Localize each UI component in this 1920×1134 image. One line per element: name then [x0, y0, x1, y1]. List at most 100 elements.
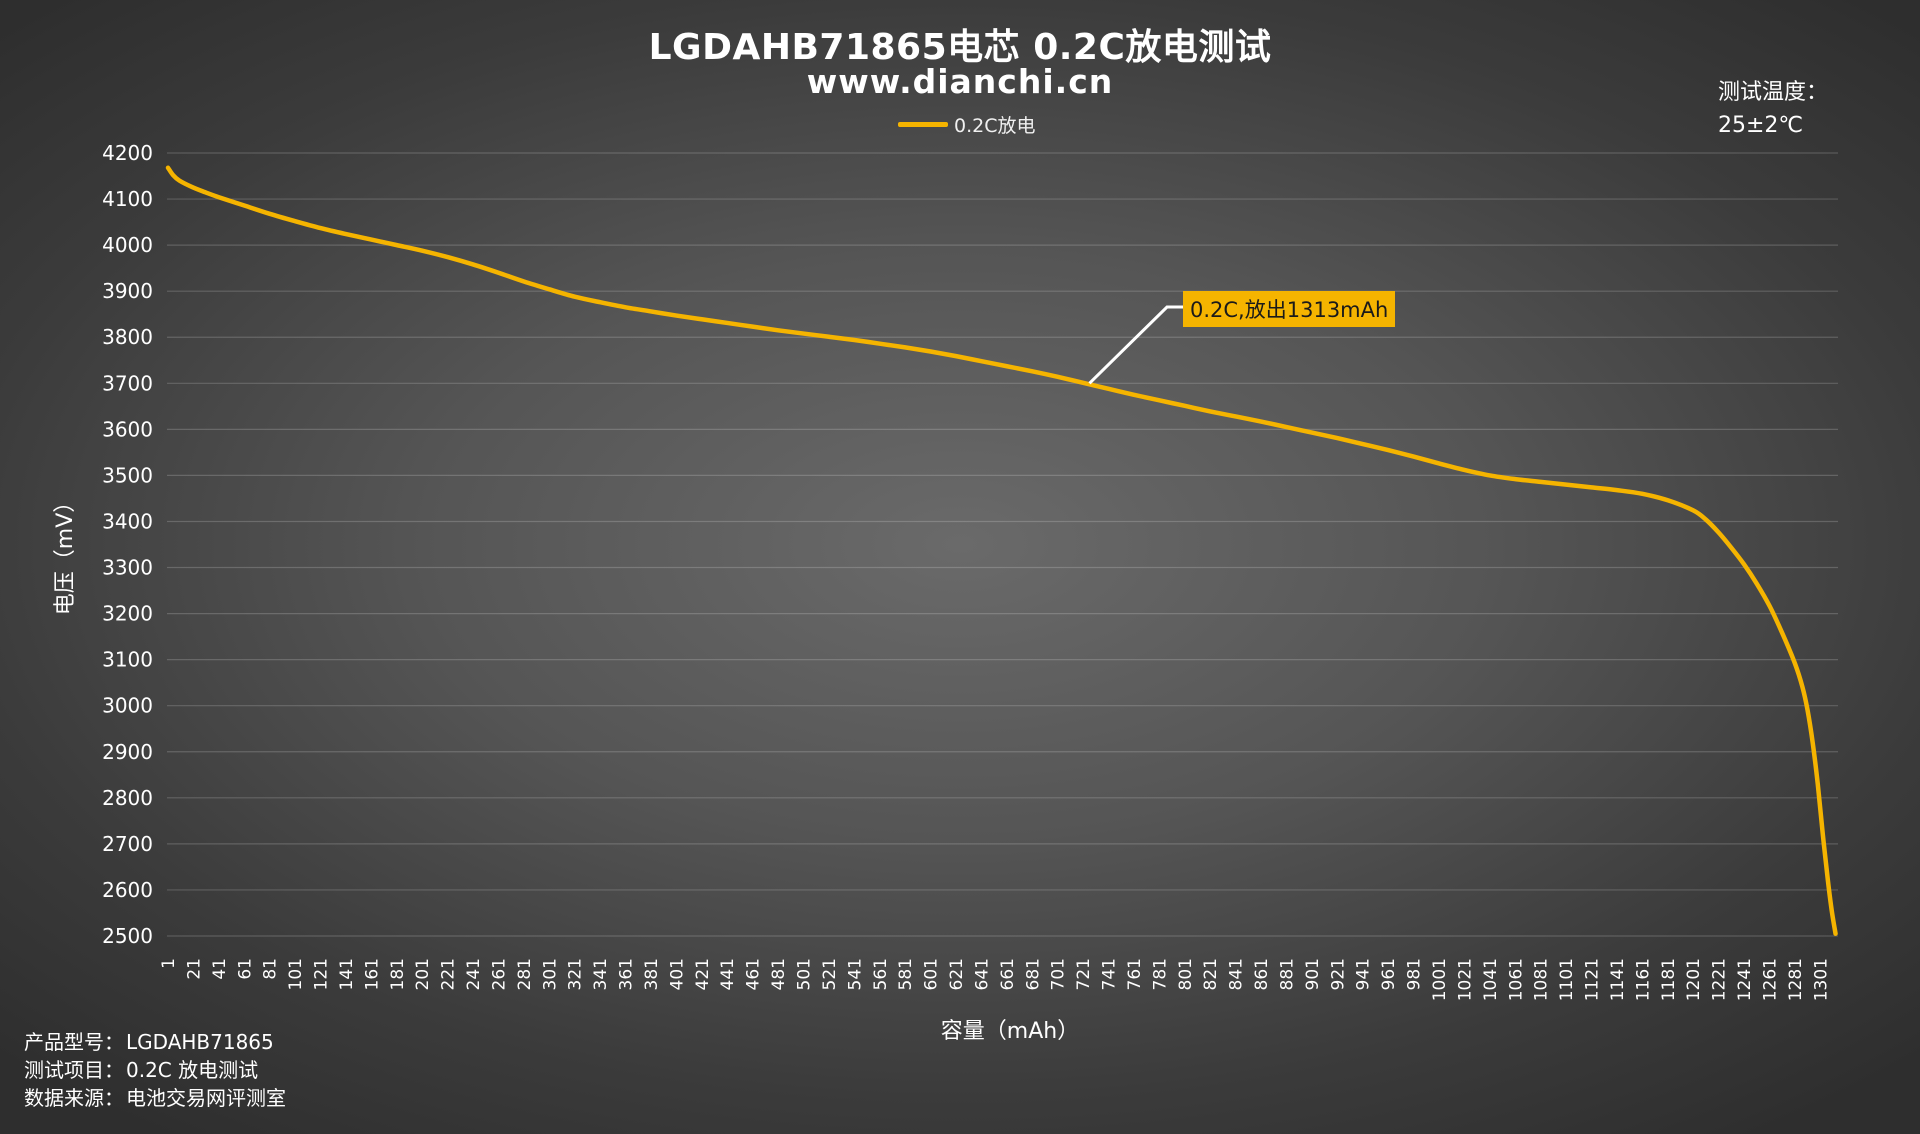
y-tick-label: 3600: [102, 417, 153, 441]
x-tick-label: 181: [388, 958, 408, 990]
x-tick-label: 1221: [1710, 958, 1730, 1001]
footer-model-value: LGDAHB71865: [126, 1030, 274, 1054]
x-tick-label: 381: [642, 958, 662, 990]
x-tick-label: 1121: [1583, 958, 1603, 1001]
x-tick-label: 881: [1277, 958, 1297, 990]
y-tick-labels: 4200 4100 4000 3900 3800 3700 3600 3500 3400 3300…: [102, 141, 153, 948]
chart-subtitle: www.dianchi.cn: [806, 62, 1114, 101]
x-tick-label: 661: [998, 958, 1018, 990]
x-tick-label: 361: [617, 958, 637, 990]
x-tick-label: 601: [922, 958, 942, 990]
footer-source-label: 数据来源：: [24, 1086, 124, 1110]
series-layer: [165, 165, 1838, 936]
x-tick-label: 441: [718, 958, 738, 990]
x-tick-label: 1201: [1684, 958, 1704, 1001]
x-tick-label: 1241: [1735, 958, 1755, 1001]
legend: 0.2C放电: [898, 111, 1035, 138]
x-tick-label: 561: [871, 958, 891, 990]
x-tick-label: 161: [362, 958, 382, 990]
y-tick-label: 3300: [102, 556, 153, 580]
x-tick-label: 541: [845, 958, 865, 990]
y-tick-label: 3900: [102, 279, 153, 303]
x-tick-label: 121: [312, 958, 332, 990]
y-tick-label: 3100: [102, 648, 153, 672]
x-tick-label: 1141: [1608, 958, 1628, 1001]
footer-model-label: 产品型号：: [24, 1030, 124, 1054]
x-tick-label: 41: [210, 958, 230, 980]
x-tick-label: 681: [1023, 958, 1043, 990]
x-tick-label: 1081: [1532, 958, 1552, 1001]
footer-item-label: 测试项目：: [24, 1058, 124, 1082]
y-tick-label: 3500: [102, 463, 153, 487]
x-tick-label: 921: [1328, 958, 1348, 990]
grid-lines: [167, 152, 1838, 937]
x-tick-label: 1281: [1786, 958, 1806, 1001]
callout-leader-line: [1088, 305, 1183, 385]
x-axis-title: 容量（mAh）: [941, 1019, 1079, 1044]
x-tick-label: 1161: [1633, 958, 1653, 1001]
x-tick-label: 641: [972, 958, 992, 990]
x-tick-label: 481: [769, 958, 789, 990]
x-tick-label: 741: [1100, 958, 1120, 990]
series-line-0-2c-discharge: [165, 165, 1838, 936]
x-tick-label: 221: [439, 958, 459, 990]
x-tick-label: 21: [184, 958, 204, 980]
x-tick-label: 341: [591, 958, 611, 990]
x-tick-label: 621: [947, 958, 967, 990]
x-tick-label: 281: [515, 958, 535, 990]
y-tick-label: 3000: [102, 694, 153, 718]
legend-label: 0.2C放电: [954, 115, 1036, 137]
x-tick-label: 421: [693, 958, 713, 990]
footer-source-value: 电池交易网评测室: [126, 1086, 286, 1110]
x-tick-label: 1041: [1481, 958, 1501, 1001]
x-tick-label: 201: [413, 958, 433, 990]
x-tick-label: 1001: [1430, 958, 1450, 1001]
y-tick-label: 4200: [102, 141, 153, 165]
x-tick-label: 901: [1303, 958, 1323, 990]
x-tick-label: 781: [1150, 958, 1170, 990]
x-tick-label: 1181: [1659, 958, 1679, 1001]
y-tick-label: 2700: [102, 832, 153, 856]
x-tick-label: 261: [489, 958, 509, 990]
y-tick-label: 2600: [102, 878, 153, 902]
annotation-layer: [1088, 305, 1183, 385]
capacity-callout: 0.2C,放出1313mAh: [1183, 291, 1396, 327]
y-tick-label: 2900: [102, 740, 153, 764]
x-tick-label: 821: [1201, 958, 1221, 990]
temperature-label: 测试温度：: [1718, 80, 1829, 105]
footer-info: 产品型号： LGDAHB71865 测试项目： 0.2C 放电测试 数据来源： 电池交…: [24, 1028, 286, 1112]
x-tick-label: 101: [286, 958, 306, 990]
y-tick-label: 3400: [102, 509, 153, 533]
legend-swatch: [898, 122, 948, 127]
x-tick-label: 701: [1049, 958, 1069, 990]
x-tick-label: 321: [566, 958, 586, 990]
x-tick-label: 981: [1405, 958, 1425, 990]
x-tick-label: 1021: [1455, 958, 1475, 1001]
y-tick-label: 3800: [102, 325, 153, 349]
x-tick-label: 501: [795, 958, 815, 990]
temperature-value: 25±2℃: [1718, 113, 1804, 138]
x-tick-labels: 1 21 41 61 81 101 121 141 161 181 201 221 241 261 281 3…: [159, 958, 1831, 1001]
chart-title: LGDAHB71865电芯 0.2C放电测试: [648, 27, 1272, 68]
y-tick-label: 3700: [102, 371, 153, 395]
x-tick-label: 241: [464, 958, 484, 990]
x-tick-label: 61: [235, 958, 255, 980]
footer-source-row: 数据来源： 电池交易网评测室: [24, 1084, 286, 1112]
x-tick-label: 1061: [1506, 958, 1526, 1001]
x-tick-label: 581: [896, 958, 916, 990]
x-tick-label: 801: [1176, 958, 1196, 990]
x-tick-label: 1261: [1760, 958, 1780, 1001]
x-tick-label: 1301: [1811, 958, 1831, 1001]
footer-model-row: 产品型号： LGDAHB71865: [24, 1028, 286, 1056]
x-tick-label: 401: [667, 958, 687, 990]
y-tick-label: 4100: [102, 187, 153, 211]
x-tick-label: 1: [159, 958, 179, 969]
x-tick-label: 141: [337, 958, 357, 990]
x-tick-label: 861: [1252, 958, 1272, 990]
x-tick-label: 81: [261, 958, 281, 980]
x-tick-label: 961: [1379, 958, 1399, 990]
x-tick-label: 461: [744, 958, 764, 990]
x-tick-label: 521: [820, 958, 840, 990]
x-tick-label: 301: [540, 958, 560, 990]
